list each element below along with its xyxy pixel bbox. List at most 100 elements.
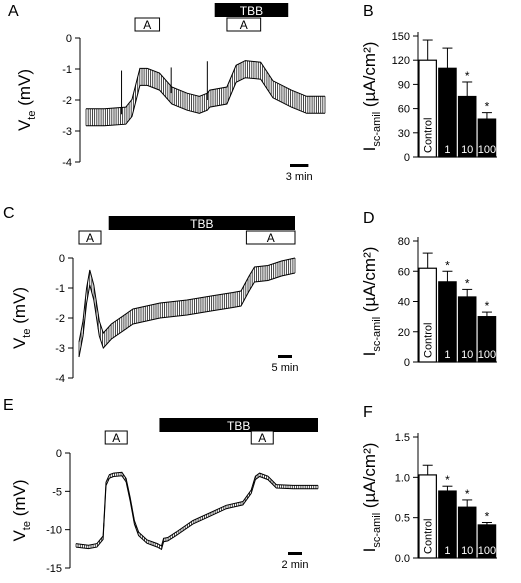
- trace-oscillation: [85, 60, 326, 126]
- y-tick-label: -10: [46, 525, 62, 537]
- y-tick-label: 60: [398, 266, 410, 278]
- category-label: 1: [444, 144, 450, 156]
- significance-star: *: [485, 100, 490, 114]
- y-tick-label: -1: [55, 283, 65, 295]
- trace-upper-envelope: [78, 257, 296, 343]
- panel-D: D 0 20 40 60 80 Isc-amil (µA/cm²) Control 1 * 10 * 1…: [360, 210, 497, 369]
- y-axis-label-main: V: [10, 337, 29, 349]
- panel-E: E 0 -5 -10 -15 Vte (mV) A TBB A 2 min: [3, 397, 319, 575]
- trace-oscillation: [78, 258, 296, 357]
- treatment-box-a: [78, 230, 102, 245]
- y-tick-label: -4: [62, 157, 72, 169]
- category-label: Control: [423, 519, 435, 554]
- y-axis-label-unit: (µA/cm²): [360, 42, 379, 112]
- y-axis-label-sub: sc-amil: [371, 513, 383, 548]
- significance-star: *: [465, 69, 470, 83]
- y-axis-label: Vte (mV): [10, 287, 33, 349]
- y-axis-label-unit: (µA/cm²): [360, 247, 379, 317]
- significance-star: *: [485, 510, 490, 524]
- category-label: 10: [461, 144, 473, 156]
- treatment-label: A: [240, 18, 248, 32]
- y-tick-label: 30: [398, 128, 410, 140]
- y-axis-label-main: I: [360, 548, 379, 553]
- panel-F: F 0.0 0.5 1.0 1.5 Isc-amil (µA/cm²) Control 1 * 1…: [360, 404, 497, 565]
- treatment-box-a: [134, 17, 161, 32]
- category-label: 10: [461, 545, 473, 557]
- y-tick-label: -5: [52, 486, 62, 498]
- treatment-label: TBB: [190, 217, 213, 231]
- y-tick-label: 0: [56, 448, 62, 460]
- y-tick-label: 1.5: [395, 432, 410, 444]
- y-axis-label-unit: (mV): [10, 479, 29, 521]
- treatment-box-a: [226, 17, 262, 32]
- significance-star: *: [485, 299, 490, 313]
- panel-letter-B: B: [363, 3, 374, 20]
- y-tick-label: 0.5: [395, 513, 410, 525]
- y-axis-label-unit: (mV): [10, 287, 29, 329]
- treatment-box-a: [245, 230, 296, 245]
- y-tick-label: -15: [46, 563, 62, 575]
- y-axis-label-main: V: [15, 119, 34, 131]
- panel-letter-D: D: [363, 210, 375, 227]
- y-tick-label: -1: [62, 64, 72, 76]
- y-axis-label-sub: sc-amil: [371, 317, 383, 352]
- treatment-label: A: [86, 231, 94, 245]
- panel-letter-F: F: [363, 404, 373, 421]
- category-label: 100: [478, 144, 496, 156]
- y-tick-label: 20: [398, 327, 410, 339]
- trace-upper-envelope: [86, 60, 325, 110]
- trace-lower-envelope: [86, 77, 325, 127]
- y-tick-label: -3: [55, 343, 65, 355]
- y-tick-label: 0: [404, 357, 410, 369]
- treatment-label: A: [143, 18, 151, 32]
- category-label: Control: [423, 118, 435, 153]
- y-tick-label: 0.0: [395, 553, 410, 565]
- y-tick-label: 150: [392, 31, 410, 43]
- treatment-label: TBB: [227, 419, 250, 433]
- category-label: 100: [478, 349, 496, 361]
- category-label: 1: [444, 349, 450, 361]
- y-tick-label: 40: [398, 297, 410, 309]
- y-tick-label: 0: [59, 253, 65, 265]
- y-axis-label-main: I: [360, 352, 379, 357]
- y-tick-label: -2: [55, 313, 65, 325]
- scale-bar: [278, 355, 292, 358]
- y-axis-label-sub: sc-amil: [371, 112, 383, 147]
- trace-lower-envelope: [78, 272, 296, 358]
- y-tick-label: 60: [398, 104, 410, 116]
- treatment-bar-tbb: [159, 418, 318, 432]
- y-tick-label: -3: [62, 126, 72, 138]
- treatment-label: A: [112, 431, 120, 445]
- significance-star: *: [445, 473, 450, 487]
- treatment-box-a: [250, 430, 274, 445]
- treatment-bar-tbb: [214, 3, 289, 17]
- treatment-box-a: [104, 430, 128, 445]
- y-axis-label-unit: (mV): [15, 69, 34, 111]
- category-label: 1: [444, 545, 450, 557]
- y-axis-label-unit: (µA/cm²): [360, 443, 379, 513]
- y-tick-label: -4: [55, 373, 65, 385]
- y-tick-label: 0: [66, 33, 72, 45]
- y-axis-label: Isc-amil (µA/cm²): [360, 247, 383, 357]
- y-axis-label-main: I: [360, 147, 379, 152]
- y-tick-label: 1.0: [395, 472, 410, 484]
- y-tick-label: 90: [398, 79, 410, 91]
- scale-bar-label: 3 min: [286, 171, 313, 183]
- y-axis-label-main: V: [10, 530, 29, 542]
- treatment-label: A: [258, 431, 266, 445]
- y-axis-label: Isc-amil (µA/cm²): [360, 443, 383, 553]
- y-axis-label-sub: te: [26, 111, 38, 120]
- treatment-bar-tbb: [108, 216, 295, 230]
- panel-C: C 0 -1 -2 -3 -4 Vte (mV) A TBB A 5 min: [3, 205, 298, 385]
- panel-letter-C: C: [3, 205, 15, 222]
- y-axis-label-sub: te: [21, 329, 33, 338]
- y-axis-label: Vte (mV): [15, 69, 38, 131]
- y-tick-label: 80: [398, 236, 410, 248]
- scale-bar: [288, 552, 302, 555]
- category-label: 10: [461, 349, 473, 361]
- y-tick-label: -2: [62, 95, 72, 107]
- scale-bar: [290, 164, 309, 167]
- treatment-label: TBB: [240, 4, 263, 18]
